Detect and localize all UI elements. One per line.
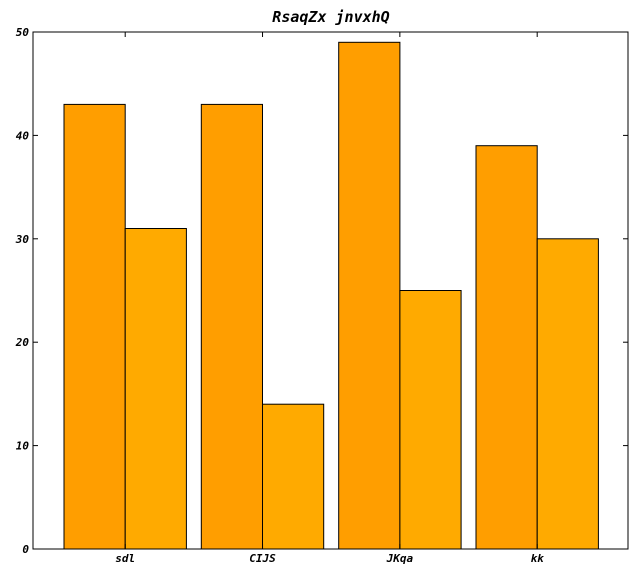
x-tick-label: JKqa [386, 552, 414, 565]
y-tick-label: 0 [22, 543, 29, 556]
bar-CIJS-series-1 [200, 103, 264, 550]
bar-JKqa-series-2 [399, 290, 462, 550]
y-tick-label: 30 [15, 233, 30, 246]
y-tick-label: 50 [16, 26, 30, 39]
bar-CIJS-series-2 [262, 403, 325, 550]
bar-sdl-series-2 [124, 228, 187, 550]
y-tick-label: 40 [16, 129, 30, 142]
y-tick-label: 20 [15, 336, 30, 349]
x-tick-label: kk [531, 552, 545, 565]
y-tick-label: 10 [16, 440, 30, 453]
plot-frame [32, 31, 629, 550]
bar-kk-series-1 [475, 145, 538, 550]
bar-kk-series-2 [536, 238, 599, 550]
bars-group [63, 41, 599, 550]
x-tick-label: CIJS [249, 552, 276, 565]
chart-title: RsaqZx jnvxhQ [272, 8, 389, 26]
bar-sdl-series-1 [63, 103, 126, 550]
bar-JKqa-series-1 [338, 41, 401, 550]
x-axis: sdl CIJS JKqa kk [115, 32, 544, 565]
y-axis: 0 10 20 30 40 50 [15, 26, 628, 556]
x-tick-label: sdl [115, 552, 135, 565]
